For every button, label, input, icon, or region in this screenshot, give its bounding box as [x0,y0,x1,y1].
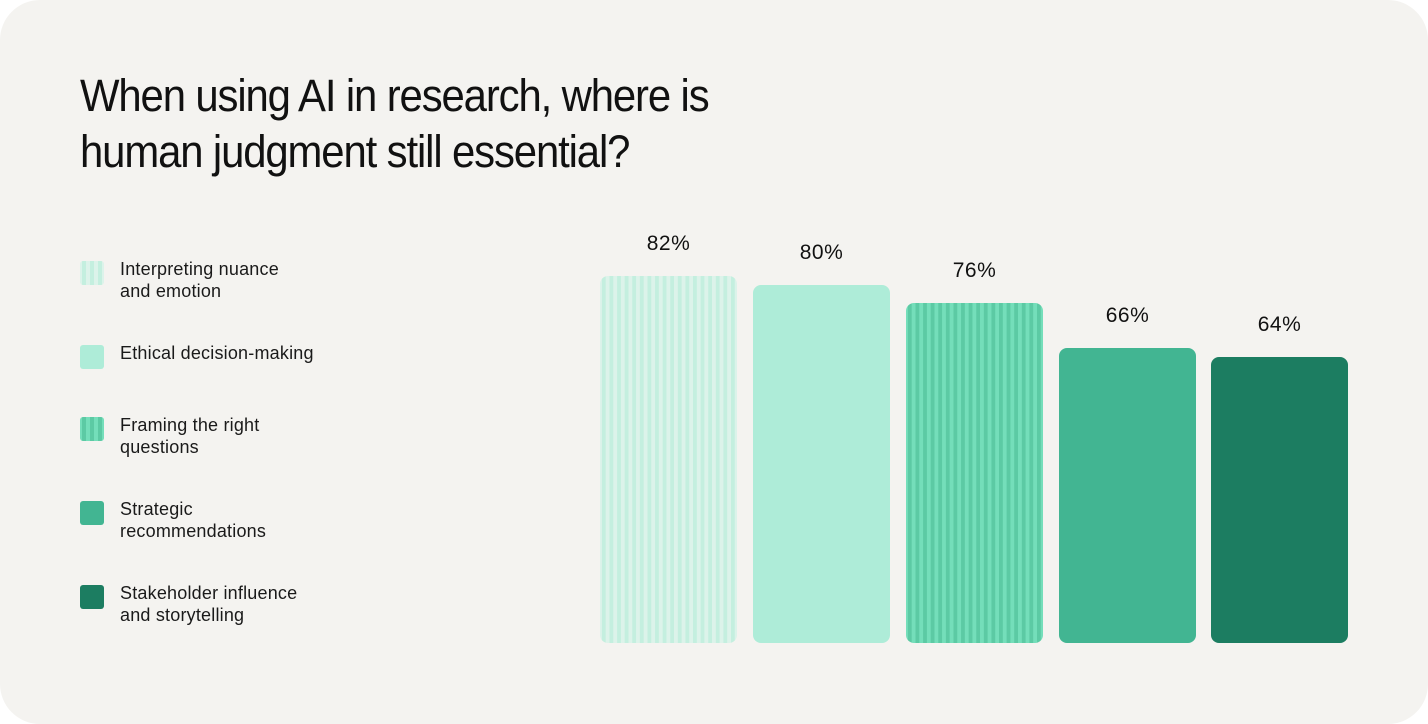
legend-label-line: Ethical decision-making [120,343,314,363]
bar-interpreting-nuance [600,276,737,643]
legend-label-line: and emotion [120,281,222,301]
legend-label: Stakeholder influence and storytelling [120,582,380,626]
legend-label: Strategic recommendations [120,498,380,542]
legend-swatch-solid-green-icon [80,501,104,525]
bar-value-label: 82% [646,232,691,255]
legend-label: Interpreting nuance and emotion [120,258,380,302]
legend-label-line: recommendations [120,521,267,541]
chart-title: When using AI in research, where is huma… [80,68,787,180]
bar-ethical-decision [753,285,890,643]
bar-framing-questions [906,303,1043,643]
legend-swatch-solid-mint-icon [80,345,104,369]
legend-swatch-dotted-green-icon [80,417,104,441]
legend-label: Framing the right questions [120,414,380,458]
legend-swatch-dotted-light-icon [80,261,104,285]
legend-label-line: and storytelling [120,605,245,625]
bar-value-label: 80% [799,241,844,264]
title-line-2: human judgment still essential? [80,126,630,177]
bar-value-label: 76% [952,259,997,282]
bar-stakeholder-influence [1211,357,1348,643]
legend-label-line: Stakeholder influence [120,583,298,603]
title-line-1: When using AI in research, where is [80,70,710,121]
legend-label-line: Strategic [120,499,193,519]
legend-label: Ethical decision-making [120,342,380,364]
bar-value-label: 64% [1257,313,1302,336]
legend-label-line: Interpreting nuance [120,259,279,279]
legend-label-line: questions [120,437,199,457]
legend-swatch-solid-dark-green-icon [80,585,104,609]
bar-value-label: 66% [1105,304,1150,327]
bar-strategic-recommendations [1059,348,1196,643]
legend-label-line: Framing the right [120,415,260,435]
